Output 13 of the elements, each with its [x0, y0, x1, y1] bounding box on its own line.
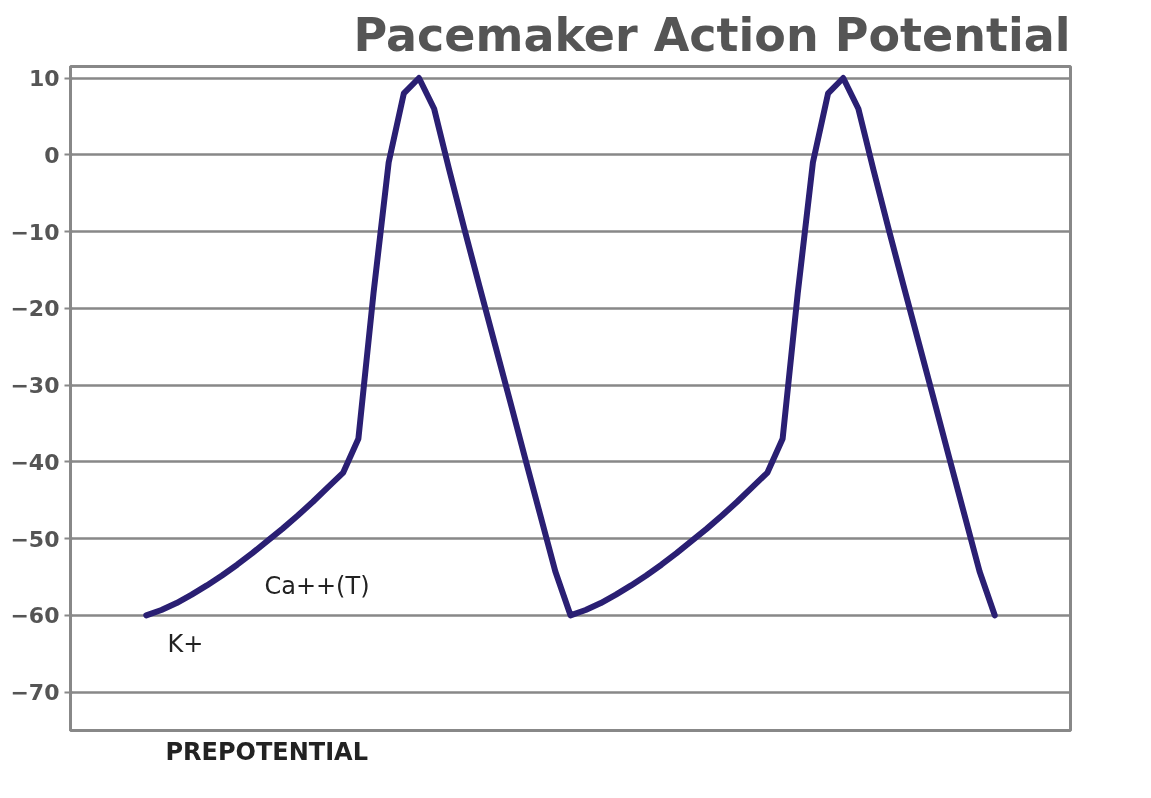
y-tick-label: −50	[10, 526, 60, 552]
y-tick-label: −60	[10, 603, 60, 629]
y-tick-label: −70	[10, 680, 60, 706]
chart-title: Pacemaker Action Potential	[353, 7, 1071, 62]
y-tick-label: 0	[44, 142, 60, 168]
y-tick-label: −20	[10, 296, 60, 322]
text: PREPOTENTIAL	[165, 737, 368, 766]
y-tick-label: −30	[10, 373, 60, 399]
annotation: Ca++(T)	[264, 572, 370, 600]
y-tick-label: 10	[28, 66, 60, 92]
y-tick-label: −10	[10, 219, 60, 245]
y-tick-label: −40	[10, 449, 60, 475]
annotation: K+	[167, 629, 204, 658]
